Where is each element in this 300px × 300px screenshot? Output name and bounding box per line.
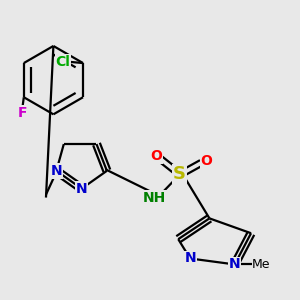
Text: S: S [173, 165, 186, 183]
Text: O: O [150, 149, 162, 163]
Text: Me: Me [252, 258, 271, 271]
Text: N: N [76, 182, 88, 196]
Text: O: O [200, 154, 212, 168]
Text: N: N [51, 164, 62, 178]
Text: F: F [18, 106, 27, 120]
Text: Cl: Cl [56, 55, 70, 69]
Text: N: N [229, 257, 241, 272]
Text: N: N [184, 251, 196, 266]
Text: NH: NH [143, 190, 166, 205]
